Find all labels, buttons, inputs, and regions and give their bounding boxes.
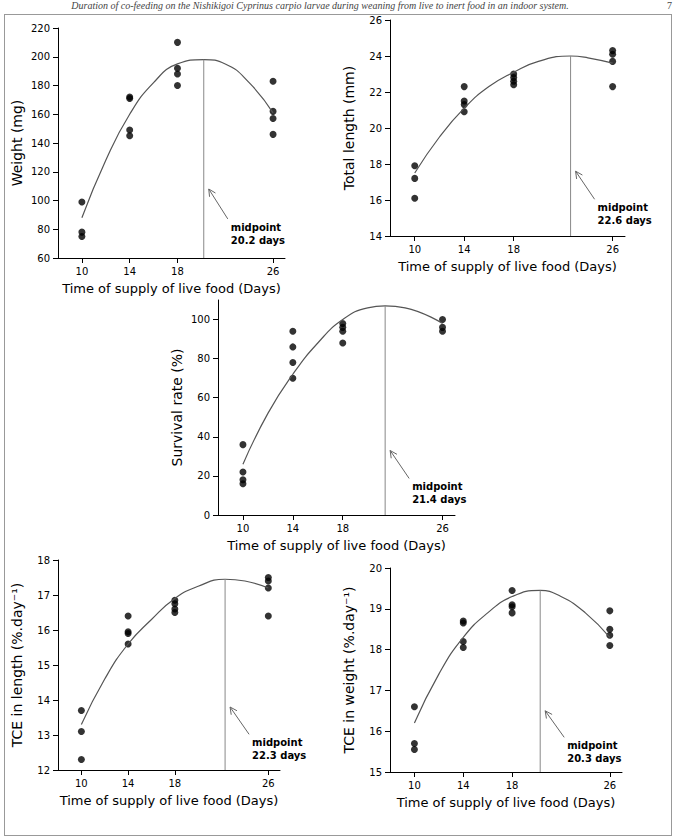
svg-text:100: 100 xyxy=(31,195,50,206)
svg-text:16: 16 xyxy=(37,625,50,636)
svg-text:80: 80 xyxy=(37,224,50,235)
svg-text:14: 14 xyxy=(457,780,470,791)
html-text:7: 7 xyxy=(667,0,672,11)
svg-text:18: 18 xyxy=(336,523,349,534)
svg-text:100: 100 xyxy=(191,314,210,325)
svg-text:26: 26 xyxy=(369,15,382,26)
svg-text:80: 80 xyxy=(197,353,210,364)
svg-text:midpoint: midpoint xyxy=(598,202,649,213)
svg-text:13: 13 xyxy=(37,730,50,741)
svg-text:14: 14 xyxy=(369,231,382,242)
svg-text:Time of supply of live food (D: Time of supply of live food (Days) xyxy=(397,259,617,274)
svg-text:20: 20 xyxy=(369,563,382,574)
svg-text:12: 12 xyxy=(37,765,50,776)
svg-text:10: 10 xyxy=(408,244,421,255)
svg-text:18: 18 xyxy=(506,780,519,791)
svg-text:Weight (mg): Weight (mg) xyxy=(9,100,25,187)
svg-text:140: 140 xyxy=(31,138,50,149)
svg-text:26: 26 xyxy=(262,778,275,789)
svg-text:16: 16 xyxy=(369,726,382,737)
svg-text:Total length (mm): Total length (mm) xyxy=(341,66,357,191)
svg-text:18: 18 xyxy=(168,778,181,789)
svg-text:22.3 days: 22.3 days xyxy=(252,750,306,761)
svg-text:60: 60 xyxy=(37,253,50,264)
svg-text:21.4 days: 21.4 days xyxy=(412,494,466,505)
svg-text:20: 20 xyxy=(369,123,382,134)
svg-text:14: 14 xyxy=(123,266,136,277)
svg-text:120: 120 xyxy=(31,166,50,177)
svg-text:15: 15 xyxy=(37,660,50,671)
svg-text:26: 26 xyxy=(436,523,449,534)
svg-text:160: 160 xyxy=(31,109,50,120)
svg-text:26: 26 xyxy=(603,780,616,791)
svg-text:14: 14 xyxy=(122,778,135,789)
svg-text:19: 19 xyxy=(369,603,382,614)
svg-text:14: 14 xyxy=(286,523,299,534)
svg-text:40: 40 xyxy=(197,431,210,442)
svg-text:24: 24 xyxy=(369,51,382,62)
svg-text:10: 10 xyxy=(408,780,421,791)
svg-text:0: 0 xyxy=(204,510,210,521)
svg-text:18: 18 xyxy=(507,244,520,255)
svg-text:18: 18 xyxy=(369,644,382,655)
svg-text:Time of supply of live food (D: Time of supply of live food (Days) xyxy=(396,795,616,810)
svg-text:14: 14 xyxy=(37,695,50,706)
svg-text:20.2 days: 20.2 days xyxy=(231,235,285,246)
svg-text:17: 17 xyxy=(37,590,50,601)
svg-text:15: 15 xyxy=(369,767,382,778)
svg-text:Time of supply of live food (D: Time of supply of live food (Days) xyxy=(61,281,281,296)
svg-text:10: 10 xyxy=(75,778,88,789)
svg-text:26: 26 xyxy=(606,244,619,255)
svg-text:Time of supply of live food (D: Time of supply of live food (Days) xyxy=(226,538,446,553)
svg-text:midpoint: midpoint xyxy=(567,740,618,751)
svg-text:60: 60 xyxy=(197,392,210,403)
svg-text:10: 10 xyxy=(76,266,89,277)
svg-text:18: 18 xyxy=(37,555,50,566)
svg-text:10: 10 xyxy=(237,523,250,534)
svg-text:220: 220 xyxy=(31,23,50,34)
svg-text:16: 16 xyxy=(369,195,382,206)
svg-text:TCE in weight (%.day⁻¹): TCE in weight (%.day⁻¹) xyxy=(341,586,357,754)
svg-text:22.6 days: 22.6 days xyxy=(598,215,652,226)
svg-text:18: 18 xyxy=(369,159,382,170)
svg-text:22: 22 xyxy=(369,87,382,98)
svg-text:20.3 days: 20.3 days xyxy=(567,753,621,764)
svg-text:Survival rate (%): Survival rate (%) xyxy=(169,348,185,466)
svg-text:18: 18 xyxy=(171,266,184,277)
svg-text:26: 26 xyxy=(267,266,280,277)
svg-text:20: 20 xyxy=(197,470,210,481)
html-text:Duration of co-feeding on the: Duration of co-feeding on the Nishikigoi… xyxy=(71,0,569,11)
svg-text:17: 17 xyxy=(369,685,382,696)
svg-text:midpoint: midpoint xyxy=(231,222,282,233)
svg-text:200: 200 xyxy=(31,51,50,62)
svg-text:14: 14 xyxy=(458,244,471,255)
svg-text:TCE in length (%.day⁻¹): TCE in length (%.day⁻¹) xyxy=(9,583,25,749)
svg-text:180: 180 xyxy=(31,80,50,91)
svg-text:midpoint: midpoint xyxy=(252,737,303,748)
svg-text:midpoint: midpoint xyxy=(412,481,463,492)
svg-text:Time of supply of live food (D: Time of supply of live food (Days) xyxy=(59,793,279,808)
